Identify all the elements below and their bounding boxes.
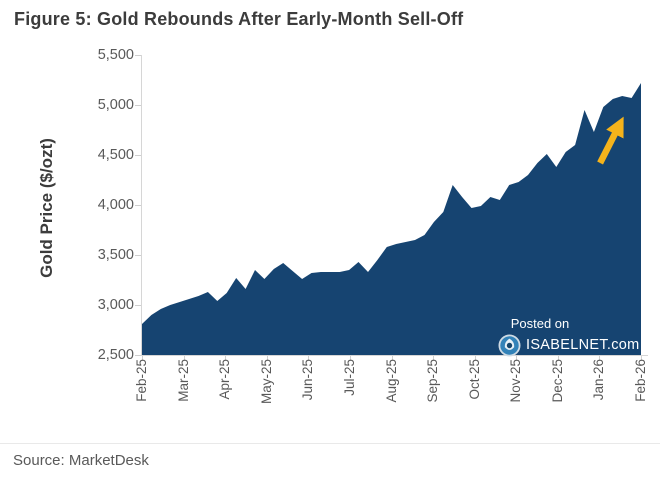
y-tick-label: 2,500 xyxy=(97,347,134,363)
isabelnet-label: ISABELNET.com xyxy=(526,337,640,353)
chart-title: Figure 5: Gold Rebounds After Early-Mont… xyxy=(14,9,464,29)
x-tick-mark xyxy=(266,356,268,361)
y-tick-mark xyxy=(135,205,141,206)
gold-price-area-series xyxy=(142,83,641,355)
x-tick-label: Jul-25 xyxy=(341,359,357,396)
y-tick-label: 3,500 xyxy=(97,247,134,263)
gold-price-area-chart xyxy=(142,55,641,355)
footer-divider xyxy=(0,443,660,444)
y-tick-mark xyxy=(135,155,141,156)
x-tick-mark xyxy=(474,356,476,361)
x-tick-label: Oct-25 xyxy=(466,359,482,400)
y-tick-mark xyxy=(135,55,141,56)
x-tick-mark xyxy=(599,356,601,361)
y-tick-mark xyxy=(135,305,141,306)
x-tick-mark xyxy=(557,356,559,361)
x-tick-label: Jun-25 xyxy=(300,359,316,401)
x-tick-label: Mar-25 xyxy=(175,359,191,402)
y-tick-label: 5,500 xyxy=(97,47,134,63)
y-axis-line xyxy=(141,55,142,356)
y-tick-label: 5,000 xyxy=(97,97,134,113)
isabelnet-logo-icon xyxy=(498,334,521,357)
y-tick-mark xyxy=(135,105,141,106)
y-tick-label: 4,500 xyxy=(97,147,134,163)
x-tick-label: Sep-25 xyxy=(425,359,441,403)
x-tick-label: Jan-26 xyxy=(591,359,607,401)
trend-arrow-annotation xyxy=(597,116,624,165)
y-tick-label: 4,000 xyxy=(97,197,134,213)
x-tick-label: Apr-25 xyxy=(217,359,233,400)
posted-on-label: Posted on xyxy=(510,316,570,331)
x-tick-label: Nov-25 xyxy=(508,359,524,403)
y-axis-title: Gold Price ($/ozt) xyxy=(37,138,56,278)
x-tick-label: Dec-25 xyxy=(549,359,565,403)
x-tick-label: May-25 xyxy=(258,359,274,405)
x-tick-label: Feb-26 xyxy=(633,359,648,402)
y-tick-mark xyxy=(135,255,141,256)
x-tick-label: Aug-25 xyxy=(383,359,399,403)
x-tick-mark xyxy=(308,356,310,361)
x-axis-line xyxy=(141,355,648,356)
x-tick-mark xyxy=(391,356,393,361)
x-tick-label: Feb-25 xyxy=(134,359,149,402)
x-tick-mark xyxy=(433,356,435,361)
x-tick-mark xyxy=(183,356,185,361)
x-tick-mark xyxy=(225,356,227,361)
x-tick-mark xyxy=(516,356,518,361)
y-tick-label: 3,000 xyxy=(97,297,134,313)
x-tick-mark xyxy=(349,356,351,361)
source-label: Source: MarketDesk xyxy=(13,452,149,469)
x-tick-mark xyxy=(641,356,642,361)
x-tick-mark xyxy=(142,356,143,361)
y-tick-mark xyxy=(135,355,141,356)
